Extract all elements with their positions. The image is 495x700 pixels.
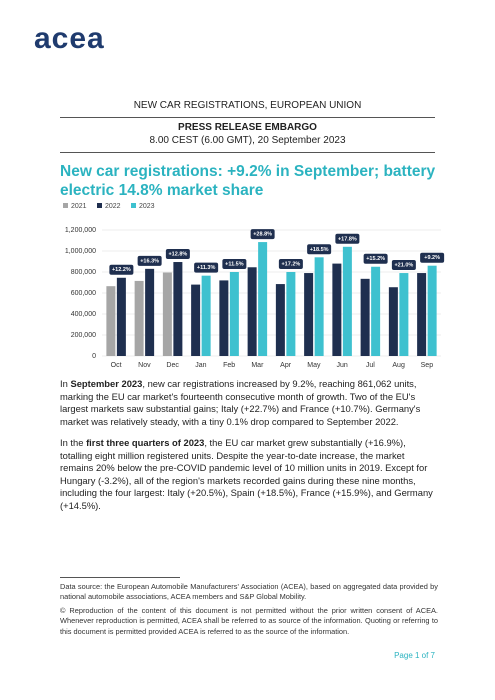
annotation: +15.2% <box>366 256 385 262</box>
bar <box>427 265 437 356</box>
legend-swatch <box>131 203 136 208</box>
annotation-box <box>363 253 388 264</box>
y-tick-label: 0 <box>92 353 96 360</box>
chart: 2021 2022 2023 0 200,000 400,000 600,000 800,00… <box>63 203 445 369</box>
annotation-box <box>420 252 445 263</box>
annotation: +11.5% <box>225 261 244 267</box>
annotation-box <box>335 233 360 244</box>
footnote: © Reproduction of the content of this do… <box>60 606 438 636</box>
annotation-box <box>307 244 332 255</box>
x-tick-label: Apr <box>280 362 292 369</box>
bar <box>360 278 370 356</box>
annotation-box <box>391 260 416 271</box>
x-tick-label: May <box>307 362 321 369</box>
annotation: +12.2% <box>112 267 131 273</box>
header-section: NEW CAR REGISTRATIONS, EUROPEAN UNION <box>133 100 362 111</box>
bar <box>304 273 314 356</box>
bar <box>134 280 144 356</box>
headline: New car registrations: +9.2% in Septembe… <box>60 163 436 199</box>
logo: acea <box>34 22 105 55</box>
bar <box>106 286 116 356</box>
text-bold: September 2023 <box>70 378 143 389</box>
annotation: +28.8% <box>253 232 272 238</box>
x-tick-label: Aug <box>392 362 405 369</box>
text-bold: first three quarters of 2023 <box>86 437 205 448</box>
x-tick-label: Oct <box>111 362 122 369</box>
bar <box>388 287 398 356</box>
annotation: +9.2% <box>424 255 440 261</box>
legend-label: 2023 <box>139 203 155 210</box>
bar <box>173 262 183 356</box>
legend-swatch <box>63 203 68 208</box>
bar <box>191 284 201 356</box>
bar <box>201 275 211 356</box>
text: In <box>60 378 71 389</box>
bar <box>342 246 352 356</box>
bar <box>399 273 409 356</box>
legend-swatch <box>97 203 102 208</box>
legend-label: 2022 <box>105 203 121 210</box>
y-tick-label: 800,000 <box>71 269 96 276</box>
x-tick-label: Jun <box>336 362 347 369</box>
annotation: +11.3% <box>197 265 216 271</box>
legend-label: 2021 <box>71 203 87 210</box>
rule <box>60 117 435 118</box>
bar <box>229 272 239 356</box>
x-tick-label: Dec <box>166 362 179 369</box>
annotation: +21.0% <box>394 263 413 269</box>
bar <box>275 284 285 356</box>
text: In the <box>60 437 87 448</box>
y-tick-label: 400,000 <box>71 311 96 318</box>
paragraph: In September 2023, new car registrations… <box>60 378 438 428</box>
x-tick-label: Nov <box>138 362 151 369</box>
annotation-box <box>165 249 190 260</box>
x-tick-label: Sep <box>421 362 434 369</box>
annotation-box <box>137 255 162 266</box>
bar <box>314 257 324 356</box>
annotation-box <box>109 264 134 275</box>
annotation: +16.3% <box>140 258 159 264</box>
embargo-time: 8.00 CEST (6.00 GMT), 20 September 2023 <box>149 135 346 146</box>
footnote: Data source: the European Automobile Man… <box>60 582 438 602</box>
annotation: +17.2% <box>281 261 300 267</box>
x-tick-label: Jul <box>366 362 375 369</box>
annotation-box <box>278 259 303 269</box>
bar <box>258 242 268 356</box>
x-tick-label: Mar <box>251 362 264 369</box>
y-tick-label: 200,000 <box>71 332 96 339</box>
text: , new car registrations increased by 9.2… <box>60 378 421 427</box>
footnote-rule <box>60 577 180 578</box>
bar <box>286 272 296 356</box>
annotation: +12.8% <box>168 251 187 257</box>
bar <box>247 267 257 356</box>
y-tick-label: 1,200,000 <box>65 227 96 234</box>
bar <box>371 266 381 356</box>
annotation-box <box>194 262 219 273</box>
annotation: +17.8% <box>338 236 357 242</box>
x-tick-label: Feb <box>223 362 235 369</box>
bar <box>417 273 427 356</box>
embargo: PRESS RELEASE EMBARGO <box>178 122 317 133</box>
text: , the EU car market grew substantially (… <box>60 437 433 511</box>
x-tick-label: Jan <box>195 362 206 369</box>
y-tick-label: 600,000 <box>71 290 96 297</box>
annotation-box <box>250 229 275 240</box>
page-number: Page 1 of 7 <box>394 651 435 660</box>
bar <box>145 268 155 356</box>
rule <box>60 152 435 153</box>
annotation: +18.5% <box>310 247 329 253</box>
bar <box>116 277 126 356</box>
bar <box>162 272 172 356</box>
bar <box>219 280 229 356</box>
y-tick-label: 1,000,000 <box>65 248 96 255</box>
bar <box>332 263 342 356</box>
paragraph: In the first three quarters of 2023, the… <box>60 437 438 513</box>
annotation-box <box>222 259 247 269</box>
